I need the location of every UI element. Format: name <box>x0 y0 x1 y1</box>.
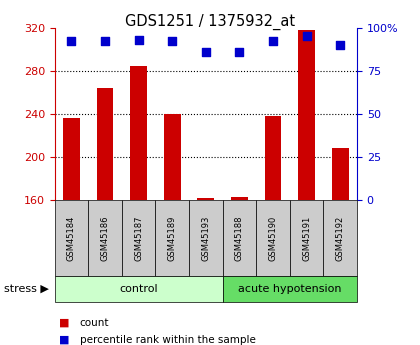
Bar <box>265 116 281 345</box>
Text: ■: ■ <box>59 335 69 345</box>
Bar <box>63 118 80 345</box>
Text: acute hypotension: acute hypotension <box>238 284 341 294</box>
Bar <box>164 114 181 345</box>
Text: GDS1251 / 1375932_at: GDS1251 / 1375932_at <box>125 14 295 30</box>
Text: GSM45187: GSM45187 <box>134 215 143 261</box>
Point <box>202 49 209 55</box>
Bar <box>231 197 248 345</box>
Text: GSM45186: GSM45186 <box>100 215 110 261</box>
Bar <box>197 198 214 345</box>
Point <box>337 42 344 48</box>
Text: GSM45190: GSM45190 <box>268 215 278 261</box>
Bar <box>298 30 315 345</box>
Text: ■: ■ <box>59 318 69 327</box>
Text: stress ▶: stress ▶ <box>4 284 49 294</box>
Point <box>303 33 310 39</box>
Text: GSM45189: GSM45189 <box>168 215 177 261</box>
Text: count: count <box>80 318 109 327</box>
Text: GSM45188: GSM45188 <box>235 215 244 261</box>
Point <box>236 49 243 55</box>
Bar <box>130 66 147 345</box>
Text: GSM45184: GSM45184 <box>67 215 76 261</box>
Text: GSM45192: GSM45192 <box>336 215 345 261</box>
Text: control: control <box>119 284 158 294</box>
Text: percentile rank within the sample: percentile rank within the sample <box>80 335 256 345</box>
Bar <box>97 88 113 345</box>
Point <box>169 39 176 44</box>
Bar <box>332 148 349 345</box>
Text: GSM45191: GSM45191 <box>302 215 311 261</box>
Point <box>102 39 108 44</box>
Text: GSM45193: GSM45193 <box>201 215 210 261</box>
Point <box>68 39 75 44</box>
Point <box>270 39 276 44</box>
Point <box>135 37 142 42</box>
